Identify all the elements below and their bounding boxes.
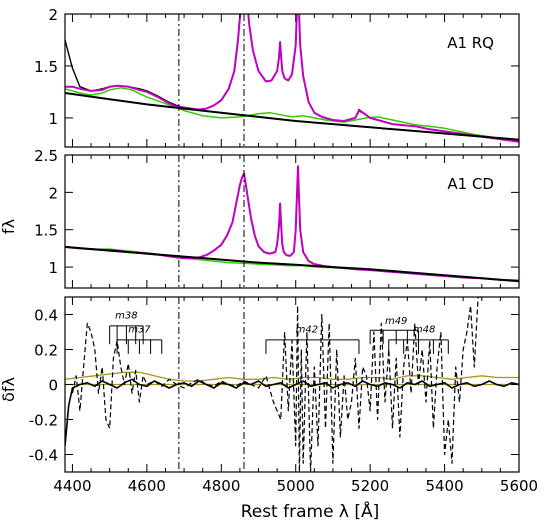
y-tick-label: 1.5 [34, 222, 58, 240]
y-tick-label: 2.5 [34, 147, 58, 165]
multiplet-label: m49 [385, 316, 407, 327]
multiplet-bracket-m48: m48 [388, 325, 449, 354]
y-axis-label: fλ [0, 219, 18, 234]
y-tick-label: 1 [48, 259, 58, 277]
series-continuum-line [65, 92, 519, 141]
y-tick-label: -0.2 [29, 412, 58, 430]
y-tick-label: 0.4 [34, 307, 58, 325]
multiplet-label: m38 [115, 311, 137, 322]
y-tick-label: -0.4 [29, 447, 58, 465]
y-tick-label: 2 [48, 184, 58, 202]
multiplet-label: m48 [413, 325, 435, 336]
panel-a1-rq: 1 1.5 2 A1 RQ [34, 6, 520, 148]
multiplet-bracket-m42: m42 [265, 325, 360, 354]
multiplet-label: m37 [128, 325, 151, 336]
series-dashed-line [71, 297, 482, 472]
panel-frame [64, 154, 520, 289]
y-tick-label: 1 [48, 110, 58, 128]
x-tick-label: 5600 [500, 477, 538, 495]
series-feii-line [65, 87, 519, 142]
y-axis-label: δfλ [0, 377, 18, 402]
series-model-line [65, 14, 519, 143]
x-tick-label: 4400 [53, 477, 91, 495]
panel-label: A1 RQ [447, 34, 494, 52]
multiplet-label: m42 [296, 325, 318, 336]
y-tick-label: 0 [48, 377, 58, 395]
series-continuum-line [65, 245, 519, 283]
panel-a1-cd: 1 1.5 2 2.5 A1 CD fλ [0, 147, 520, 289]
y-tick-label: 0.2 [34, 342, 58, 360]
panel-residuals: m38 m37 m42 m49 m48 0.4 0.2 0 -0.2 -0.4 4400 4600 48… [0, 296, 538, 495]
y-tick-label: 2 [48, 6, 58, 24]
panel-label: A1 CD [447, 175, 494, 193]
series-solid-line [65, 378, 519, 446]
y-tick-label: 1.5 [34, 58, 58, 76]
multiplet-bracket-m37: m37 [116, 325, 163, 354]
x-tick-label: 5000 [277, 477, 315, 495]
x-axis-label: Rest frame λ [Å] [241, 500, 380, 522]
x-tick-label: 4800 [202, 477, 240, 495]
panel-frame [64, 13, 520, 148]
series-reference-line [65, 371, 519, 382]
x-tick-label: 5200 [351, 477, 389, 495]
x-tick-label: 5400 [425, 477, 463, 495]
x-tick-label: 4600 [128, 477, 166, 495]
multiplet-bracket-m38: m38 [109, 311, 144, 345]
